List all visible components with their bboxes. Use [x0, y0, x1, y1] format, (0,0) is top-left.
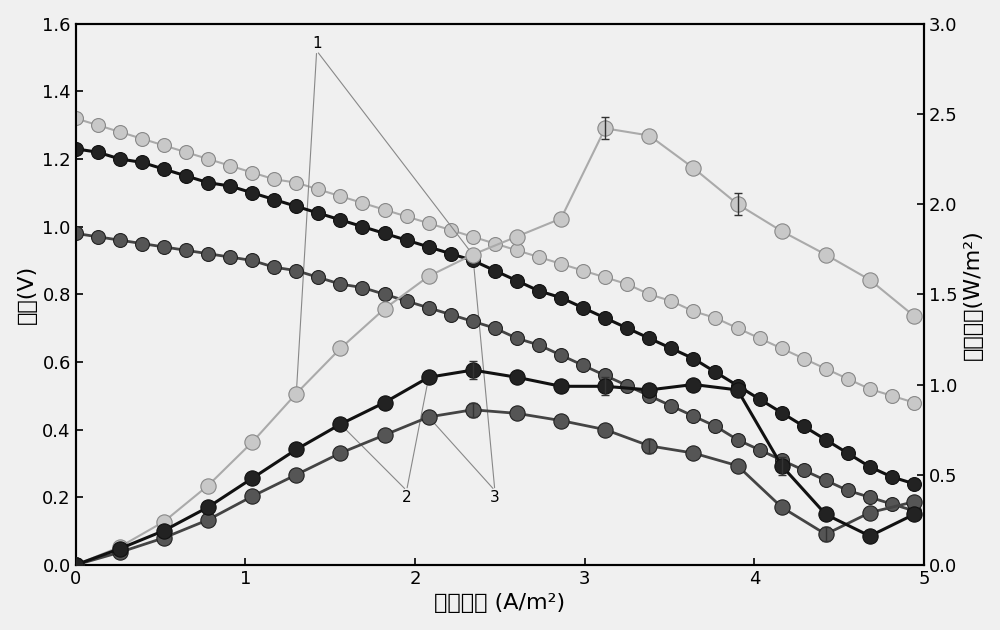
- Y-axis label: 功率密度(W/m²): 功率密度(W/m²): [963, 229, 983, 360]
- Text: 2: 2: [402, 491, 411, 505]
- Y-axis label: 电压(V): 电压(V): [17, 265, 37, 324]
- Text: 3: 3: [490, 491, 500, 505]
- X-axis label: 电流密度 (A/m²): 电流密度 (A/m²): [434, 593, 566, 614]
- Text: 1: 1: [312, 36, 321, 51]
